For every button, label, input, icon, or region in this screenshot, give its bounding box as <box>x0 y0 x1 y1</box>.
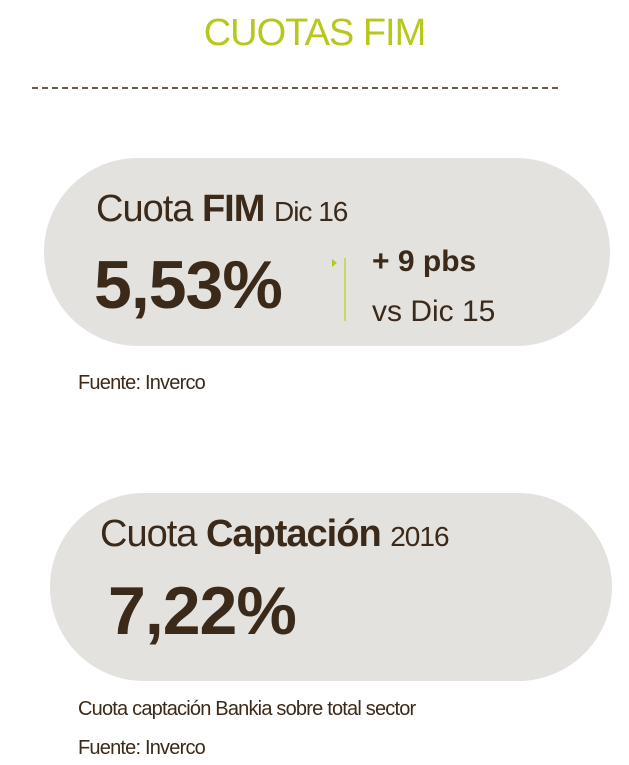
card-note: Fuente: Inverco <box>78 372 206 394</box>
card-label-bold: Captación <box>205 513 382 555</box>
card-change-ref: vs Dic 15 <box>372 295 496 328</box>
card-heading: Cuota Captación 2016 <box>100 513 450 556</box>
card-note: Fuente: Inverco <box>78 737 206 759</box>
card-value: 7,22% <box>108 573 297 649</box>
card-period: Dic 16 <box>273 196 348 227</box>
arrow <box>332 259 337 267</box>
card-change: + 9 pbs <box>372 245 477 278</box>
card-value: 5,53% <box>94 247 283 323</box>
card-label: Cuota <box>100 513 197 555</box>
card <box>50 493 612 681</box>
card-heading: Cuota FIM Dic 16 <box>96 188 348 231</box>
divider <box>332 258 346 321</box>
page-title: CUOTAS FIM <box>203 12 427 54</box>
card <box>44 158 610 346</box>
card-label: Cuota <box>96 188 193 230</box>
dashed-rule <box>32 87 558 89</box>
card-period: 2016 <box>390 521 449 552</box>
card-note: Cuota captación Bankia sobre total secto… <box>78 698 416 720</box>
card-label-bold: FIM <box>201 188 265 230</box>
